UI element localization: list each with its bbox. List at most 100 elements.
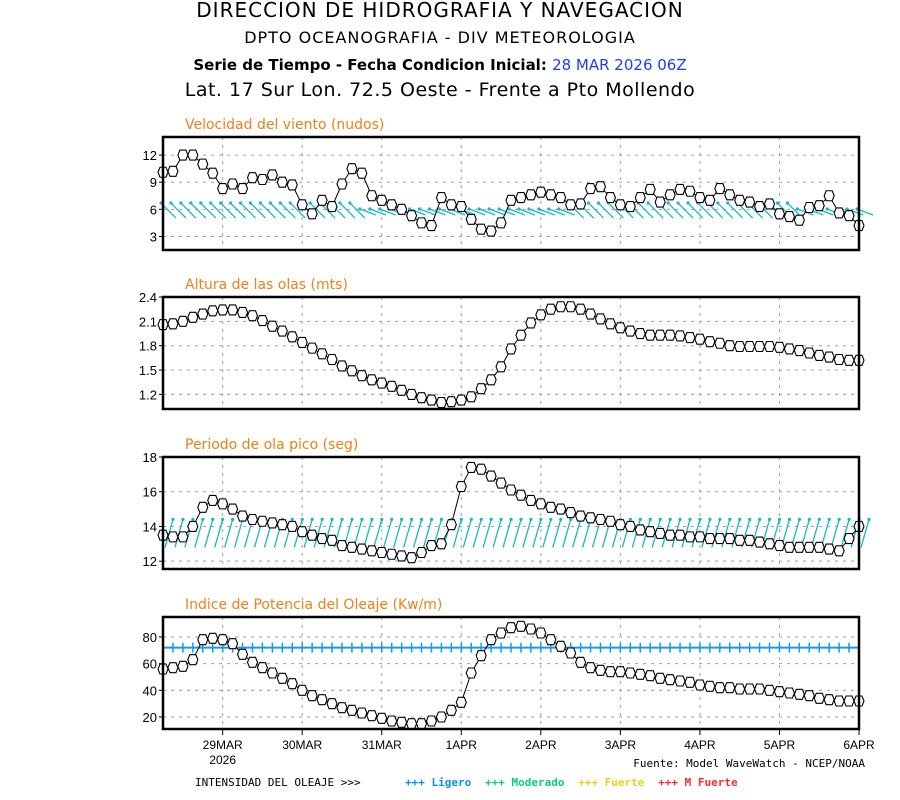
data-point	[217, 182, 229, 195]
title-line-3: Serie de Tiempo - Fecha Condicion Inicia…	[0, 56, 900, 74]
data-point	[773, 208, 786, 220]
direction-arrow-head	[278, 201, 282, 205]
direction-arrow	[214, 519, 224, 548]
data-point	[465, 213, 477, 225]
direction-arrow-head	[547, 207, 551, 211]
data-point	[604, 515, 617, 527]
data-point	[565, 647, 577, 659]
data-point	[664, 329, 676, 341]
direction-arrow-head	[201, 517, 205, 522]
data-point	[296, 684, 308, 696]
direction-arrow	[269, 202, 286, 219]
data-point	[207, 167, 219, 179]
y-tick-label: 12	[143, 148, 157, 163]
direction-arrow-head	[499, 517, 503, 522]
data-point	[684, 185, 696, 197]
y-tick-label: 60	[143, 657, 157, 672]
data-point	[624, 520, 636, 533]
data-point	[644, 670, 656, 682]
data-point	[455, 394, 467, 406]
direction-arrow-head	[825, 207, 829, 211]
data-point	[445, 396, 457, 408]
series-line	[162, 466, 860, 559]
direction-arrow	[469, 208, 486, 216]
y-tick-label: 3	[150, 229, 157, 244]
data-point	[535, 498, 547, 510]
data-point	[346, 704, 358, 716]
data-point	[495, 477, 507, 489]
direction-arrow	[637, 202, 654, 219]
data-point	[356, 370, 368, 382]
direction-arrow	[548, 208, 565, 216]
y-tick-label: 9	[150, 175, 157, 190]
data-point	[187, 311, 199, 323]
direction-arrow	[581, 519, 592, 548]
chart-title: Periodo de ola pico (seg)	[185, 437, 358, 453]
data-point	[187, 149, 199, 161]
x-tick-label: 1APR	[446, 738, 478, 752]
data-point	[614, 666, 626, 678]
direction-arrow	[502, 519, 512, 548]
direction-arrow	[383, 519, 393, 548]
data-point	[575, 656, 587, 668]
data-point	[415, 217, 428, 229]
data-point	[833, 353, 845, 366]
data-point	[734, 194, 746, 206]
data-point	[227, 638, 239, 650]
direction-arrow-head	[427, 207, 432, 211]
data-point	[256, 314, 269, 327]
data-point	[187, 654, 199, 666]
data-point	[773, 686, 786, 698]
data-point	[286, 520, 298, 533]
data-point	[604, 192, 617, 204]
data-point	[634, 524, 646, 536]
direction-arrow-head	[738, 517, 742, 522]
data-point	[833, 545, 845, 557]
direction-arrow-head	[360, 517, 364, 522]
direction-arrow-head	[529, 517, 533, 522]
data-point	[624, 667, 636, 679]
data-point	[326, 353, 338, 366]
source-credit: Fuente: Model WaveWatch - NCEP/NOAA	[633, 757, 865, 770]
data-point	[396, 550, 408, 562]
direction-arrow-head	[648, 517, 652, 522]
data-point	[177, 149, 189, 161]
direction-arrow-head	[479, 517, 483, 522]
direction-arrow	[677, 202, 694, 219]
direction-arrow-head	[726, 201, 730, 205]
intensity-legend-item: +++ M Fuerte	[658, 776, 738, 789]
data-point	[714, 533, 726, 545]
data-point	[813, 541, 825, 553]
data-point	[674, 675, 686, 687]
data-point	[545, 303, 557, 315]
data-point	[505, 484, 517, 496]
direction-arrow	[452, 519, 462, 548]
y-tick-label: 2.1	[139, 314, 157, 329]
data-point	[396, 384, 408, 396]
data-point	[793, 688, 805, 700]
data-point	[525, 317, 537, 329]
data-point	[177, 315, 189, 327]
direction-arrow	[422, 519, 433, 548]
direction-arrow-head	[559, 517, 563, 522]
direction-arrow	[588, 202, 605, 219]
data-point	[694, 679, 706, 691]
data-point	[714, 337, 726, 349]
data-point	[455, 480, 467, 493]
data-point	[744, 196, 756, 208]
direction-arrow-head	[539, 517, 543, 522]
data-point	[614, 519, 626, 531]
data-point	[535, 186, 547, 198]
direction-arrow	[240, 202, 257, 219]
data-point	[734, 683, 746, 695]
direction-arrow	[572, 519, 582, 548]
direction-arrow-head	[668, 517, 672, 522]
direction-arrow-head	[758, 517, 762, 522]
data-point	[604, 666, 617, 678]
data-point	[674, 183, 686, 195]
data-point	[465, 391, 477, 403]
data-point	[604, 318, 617, 330]
direction-arrow	[409, 208, 426, 216]
data-point	[366, 190, 378, 202]
direction-arrow	[462, 519, 472, 548]
